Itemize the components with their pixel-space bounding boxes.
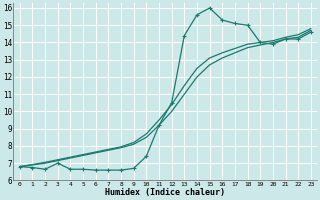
X-axis label: Humidex (Indice chaleur): Humidex (Indice chaleur)	[105, 188, 225, 197]
